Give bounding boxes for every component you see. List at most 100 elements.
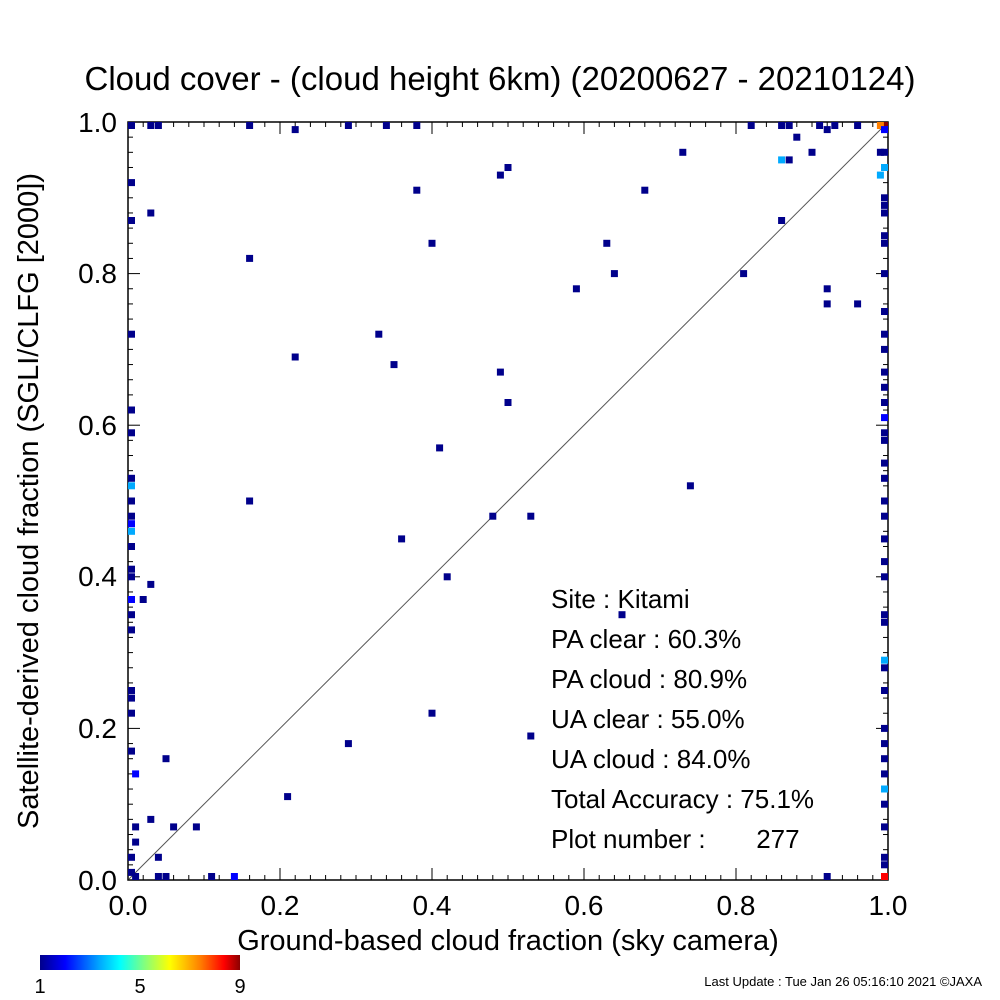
data-point [154, 873, 162, 880]
data-point [823, 126, 831, 134]
data-point [344, 740, 352, 748]
data-point [128, 122, 135, 129]
data-point [881, 148, 888, 156]
data-point [876, 148, 884, 156]
data-point [881, 724, 888, 732]
data-point [881, 126, 888, 134]
data-point [398, 535, 406, 543]
data-point [443, 573, 451, 581]
data-point [527, 732, 535, 740]
data-point [147, 122, 155, 129]
data-point [881, 800, 888, 808]
x-tick-label: 1.0 [869, 890, 908, 921]
data-point [128, 497, 135, 505]
x-tick-label: 0.4 [413, 890, 452, 921]
one-to-one-line [127, 121, 889, 881]
y-axis-title: Satellite-derived cloud fraction (SGLI/C… [13, 173, 45, 829]
x-tick-label: 0.8 [717, 890, 756, 921]
data-point [881, 345, 888, 353]
data-point [128, 512, 135, 520]
ua-cloud-text: UA cloud : 84.0% [551, 744, 750, 774]
data-point [881, 497, 888, 505]
site-label: Site : Kitami [551, 584, 690, 614]
y-tick-label: 0.8 [78, 258, 117, 289]
data-point [128, 330, 135, 338]
chart-title: Cloud cover - (cloud height 6km) (202006… [85, 60, 916, 97]
data-point [128, 527, 135, 535]
data-point [291, 126, 299, 134]
pa-clear-text: PA clear : 60.3% [551, 624, 741, 654]
data-point [823, 873, 831, 880]
data-point [881, 308, 888, 315]
data-point [504, 399, 512, 406]
plot-number-text: Plot number : 277 [551, 824, 800, 854]
y-tick-label: 1.0 [78, 107, 117, 138]
data-point [881, 618, 888, 626]
data-point [641, 186, 649, 194]
data-point [881, 755, 888, 763]
data-point [881, 459, 888, 467]
data-point [881, 770, 888, 778]
data-point [881, 853, 888, 861]
data-point [881, 611, 888, 619]
data-point [881, 383, 888, 391]
data-point [128, 543, 135, 550]
data-point [192, 823, 200, 831]
data-point [785, 156, 793, 164]
x-tick-labels: 0.0 0.2 0.4 0.6 0.8 1.0 [109, 890, 908, 921]
data-point [881, 474, 888, 482]
data-point [881, 270, 888, 278]
data-point [428, 709, 436, 717]
data-point [881, 535, 888, 543]
data-point [854, 122, 862, 129]
data-point [436, 444, 444, 452]
data-point [428, 239, 436, 247]
data-point [881, 664, 888, 672]
data-point [686, 482, 694, 490]
data-point [128, 573, 135, 581]
y-tick-label: 0.0 [78, 865, 117, 896]
data-point [128, 482, 135, 490]
data-point [504, 164, 512, 171]
data-point [881, 368, 888, 376]
data-point [230, 873, 238, 880]
data-point [618, 611, 626, 619]
data-point [881, 785, 888, 793]
y-tick-label: 0.6 [78, 410, 117, 441]
data-point [284, 793, 292, 801]
x-tick-label: 0.2 [261, 890, 300, 921]
data-point [128, 474, 135, 482]
data-point [246, 497, 254, 505]
data-point [808, 148, 816, 156]
data-point [823, 285, 831, 293]
data-point [413, 122, 421, 129]
data-point [881, 512, 888, 520]
data-point [881, 558, 888, 566]
data-point [881, 687, 888, 694]
y-tick-label: 0.4 [78, 561, 117, 592]
data-point [881, 164, 888, 171]
data-point [128, 687, 135, 694]
data-point [246, 254, 254, 262]
x-tick-label: 0.0 [109, 890, 148, 921]
total-accuracy-text: Total Accuracy : 75.1% [551, 784, 814, 814]
data-point [132, 770, 140, 778]
data-point [390, 361, 398, 369]
data-points [128, 122, 888, 880]
colorbar-tick-label: 5 [134, 976, 145, 998]
data-point [881, 823, 888, 831]
data-point [246, 122, 254, 129]
data-point [128, 596, 135, 603]
data-point [208, 873, 216, 880]
data-point [128, 179, 135, 187]
data-point [154, 122, 162, 129]
data-point [881, 122, 888, 129]
data-point [291, 353, 299, 361]
data-point [128, 853, 135, 861]
data-point [496, 368, 504, 376]
data-point [881, 656, 888, 664]
x-tick-label: 0.6 [565, 890, 604, 921]
data-point [147, 815, 155, 823]
data-point [881, 399, 888, 406]
